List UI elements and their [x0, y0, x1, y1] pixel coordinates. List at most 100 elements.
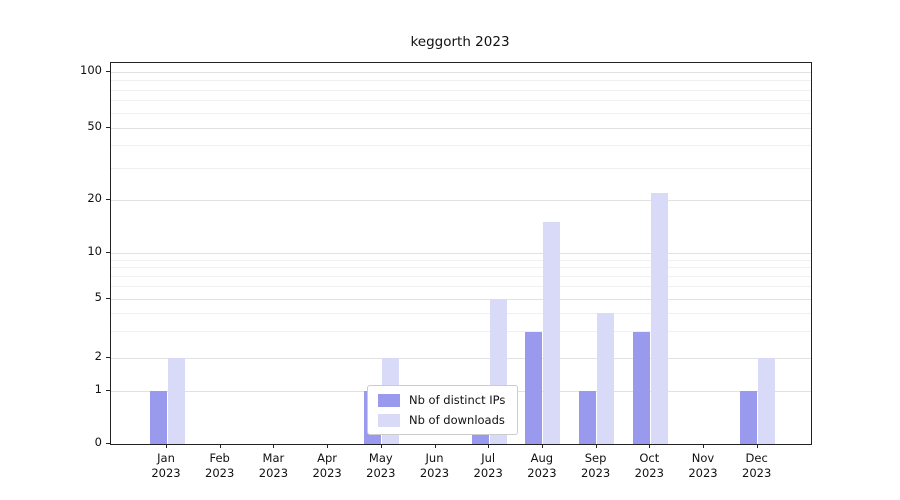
x-axis-tick-mark: [273, 444, 275, 448]
y-axis-tick-mark: [106, 127, 110, 128]
x-axis-tick-label: Mar 2023: [243, 451, 303, 481]
gridline-major: [111, 199, 811, 201]
x-axis-year: 2023: [688, 466, 718, 480]
x-axis-year: 2023: [742, 466, 772, 480]
x-axis-month: Aug: [530, 451, 554, 465]
x-axis-month: Jul: [481, 451, 496, 465]
x-axis-tick-mark: [595, 444, 597, 448]
x-axis-month: Nov: [691, 451, 715, 465]
y-axis-tick-mark: [106, 357, 110, 358]
gridline-minor: [111, 331, 811, 333]
x-axis-year: 2023: [580, 466, 611, 480]
gridline-minor: [111, 112, 811, 114]
gridline-major: [111, 71, 811, 73]
gridline-minor: [111, 145, 811, 147]
gridline-minor: [111, 286, 811, 288]
legend-item-downloads: Nb of downloads: [378, 413, 505, 427]
legend-label-distinct-ips: Nb of distinct IPs: [409, 393, 506, 407]
x-axis-year: 2023: [634, 466, 664, 480]
gridline-minor: [111, 80, 811, 82]
x-axis-month: Jun: [425, 451, 444, 465]
y-axis-tick-label: 2: [94, 349, 102, 363]
bar-distinct-ips: [149, 391, 167, 444]
bar-downloads: [167, 358, 185, 444]
x-axis-month: Dec: [745, 451, 768, 465]
x-axis-tick-mark: [219, 444, 221, 448]
x-axis-year: 2023: [258, 466, 289, 480]
gridline-minor: [111, 312, 811, 314]
x-axis-month: Sep: [584, 451, 607, 465]
bar-downloads: [758, 358, 776, 444]
y-axis-tick-mark: [106, 390, 110, 391]
x-axis-tick-label: Oct 2023: [619, 451, 679, 481]
bar-distinct-ips: [579, 391, 597, 444]
x-axis-tick-label: Jul 2023: [458, 451, 518, 481]
bar-downloads: [597, 313, 615, 444]
x-axis-month: Oct: [639, 451, 660, 465]
x-axis-month: Jan: [157, 451, 175, 465]
x-axis-tick-mark: [488, 444, 490, 448]
legend-label-downloads: Nb of downloads: [409, 413, 505, 427]
legend: Nb of distinct IPs Nb of downloads: [367, 385, 519, 435]
gridline-major: [111, 252, 811, 254]
x-axis-tick-mark: [756, 444, 758, 448]
gridline-minor: [111, 100, 811, 102]
gridline-minor: [111, 259, 811, 261]
x-axis-month: Mar: [262, 451, 285, 465]
plot-area: Nb of distinct IPs Nb of downloads: [110, 62, 812, 445]
x-axis-month: Feb: [209, 451, 230, 465]
legend-item-distinct-ips: Nb of distinct IPs: [378, 393, 505, 407]
x-axis-year: 2023: [312, 466, 342, 480]
gridline-major: [111, 127, 811, 129]
bar-distinct-ips: [740, 391, 758, 444]
x-axis-month: May: [368, 451, 393, 465]
gridline-minor: [111, 276, 811, 278]
y-axis-tick-label: 10: [87, 244, 102, 258]
gridline-major: [111, 357, 811, 359]
gridline-minor: [111, 167, 811, 169]
y-axis-tick-label: 0: [94, 435, 102, 449]
x-axis-year: 2023: [473, 466, 503, 480]
gridline-minor: [111, 89, 811, 91]
gridline-minor: [111, 267, 811, 269]
x-axis-year: 2023: [151, 466, 181, 480]
bar-downloads: [650, 192, 668, 444]
x-axis-tick-label: Jun 2023: [405, 451, 465, 481]
x-axis-tick-mark: [380, 444, 382, 448]
x-axis-month: Apr: [317, 451, 338, 465]
bar-distinct-ips: [525, 331, 543, 444]
gridline-major: [111, 298, 811, 300]
bar-distinct-ips: [632, 331, 650, 444]
x-axis-year: 2023: [527, 466, 557, 480]
x-axis-year: 2023: [366, 466, 396, 480]
x-axis-tick-mark: [166, 444, 167, 448]
y-axis-tick-label: 1: [94, 382, 102, 396]
y-axis-tick-mark: [106, 199, 110, 200]
legend-swatch-downloads: [378, 413, 400, 427]
x-axis-tick-label: Dec 2023: [727, 451, 787, 481]
x-axis-tick-mark: [327, 444, 329, 448]
y-axis-tick-mark: [106, 298, 110, 299]
x-axis-year: 2023: [205, 466, 235, 480]
y-axis-tick-label: 100: [80, 63, 102, 77]
x-axis-tick-mark: [541, 444, 543, 448]
x-axis-tick-label: Nov 2023: [673, 451, 733, 481]
y-axis-tick-mark: [106, 71, 110, 72]
x-axis-tick-label: Apr 2023: [297, 451, 357, 481]
x-axis-year: 2023: [419, 466, 450, 480]
y-axis-tick-mark: [106, 252, 110, 253]
y-axis-tick-label: 50: [87, 119, 102, 133]
chart-title: keggorth 2023: [410, 34, 510, 50]
x-axis-tick-mark: [649, 444, 651, 448]
y-axis-tick-label: 5: [94, 290, 102, 304]
bar-downloads: [543, 222, 561, 444]
x-axis-tick-label: May 2023: [351, 451, 411, 481]
x-axis-tick-label: Jan 2023: [136, 451, 196, 481]
x-axis-tick-label: Sep 2023: [566, 451, 626, 481]
legend-swatch-distinct-ips: [378, 393, 400, 407]
y-axis-tick-label: 20: [87, 191, 102, 205]
x-axis-tick-mark: [703, 444, 704, 448]
x-axis-tick-label: Feb 2023: [190, 451, 250, 481]
x-axis-tick-label: Aug 2023: [512, 451, 572, 481]
